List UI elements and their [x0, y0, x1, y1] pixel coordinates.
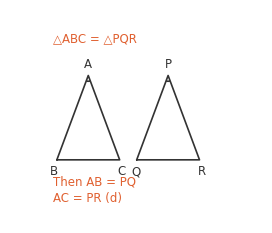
Text: Then AB = PQ: Then AB = PQ	[53, 176, 136, 189]
Text: C: C	[117, 165, 126, 178]
Text: AC = PR (d): AC = PR (d)	[53, 192, 122, 205]
Text: B: B	[50, 165, 58, 178]
Text: Q: Q	[131, 165, 140, 178]
Text: A: A	[84, 58, 92, 71]
Text: △ABC = △PQR: △ABC = △PQR	[53, 32, 137, 45]
Text: R: R	[198, 165, 206, 178]
Text: P: P	[165, 58, 172, 71]
